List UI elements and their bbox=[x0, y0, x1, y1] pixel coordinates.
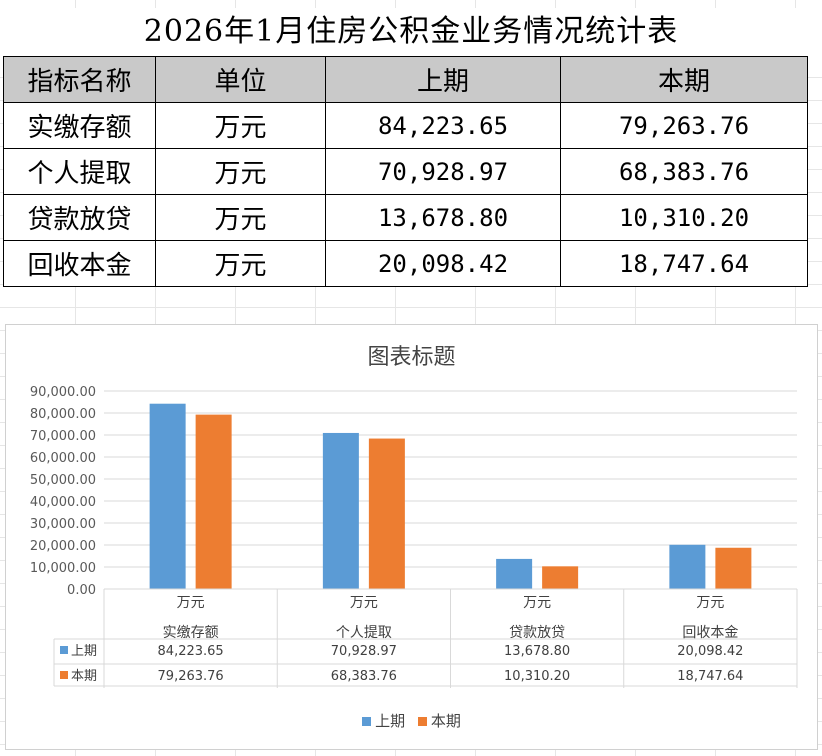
row-prev-value[interactable]: 13,678.80 bbox=[325, 194, 561, 241]
row-name[interactable]: 个人提取 bbox=[3, 148, 156, 195]
row-unit[interactable]: 万元 bbox=[155, 240, 326, 287]
y-tick-label: 50,000.00 bbox=[30, 473, 96, 488]
category-unit-label: 万元 bbox=[177, 595, 205, 611]
table-row: 回收本金 万元 20,098.42 18,747.64 bbox=[3, 240, 808, 287]
table-header-row: 指标名称 单位 上期 本期 bbox=[3, 56, 808, 103]
row-prev-value[interactable]: 84,223.65 bbox=[325, 102, 561, 149]
y-tick-label: 60,000.00 bbox=[30, 451, 96, 466]
row-curr-value[interactable]: 68,383.76 bbox=[560, 148, 808, 195]
y-tick-label: 40,000.00 bbox=[30, 495, 96, 510]
category-unit-label: 万元 bbox=[523, 595, 551, 611]
row-curr-value[interactable]: 10,310.20 bbox=[560, 194, 808, 241]
bar-curr bbox=[368, 438, 405, 589]
row-name[interactable]: 实缴存额 bbox=[3, 102, 156, 149]
row-unit[interactable]: 万元 bbox=[155, 102, 326, 149]
legend-label-prev: 上期 bbox=[375, 712, 406, 730]
table-data-label: 84,223.65 bbox=[158, 644, 224, 659]
table-data-label: 79,263.76 bbox=[158, 669, 224, 684]
y-tick-label: 20,000.00 bbox=[30, 539, 96, 554]
legend-swatch-prev bbox=[362, 717, 372, 726]
table-series-name: 上期 bbox=[71, 644, 97, 659]
table-data-label: 20,098.42 bbox=[677, 644, 743, 659]
chart-container[interactable]: 图表标题 0.00 10,000.00 20,000.00 30,000.00 40,0… bbox=[5, 324, 818, 750]
legend-item-prev[interactable]: 上期 bbox=[362, 710, 405, 731]
row-prev-value[interactable]: 20,098.42 bbox=[325, 240, 561, 287]
bar-curr bbox=[195, 414, 232, 589]
header-prev-period[interactable]: 上期 bbox=[325, 56, 561, 103]
category-unit-label: 万元 bbox=[696, 595, 724, 611]
row-name[interactable]: 回收本金 bbox=[3, 240, 156, 287]
table-row: 贷款放贷 万元 13,678.80 10,310.20 bbox=[3, 194, 808, 241]
row-prev-value[interactable]: 70,928.97 bbox=[325, 148, 561, 195]
y-tick-label: 30,000.00 bbox=[30, 517, 96, 532]
table-legend-key bbox=[60, 671, 68, 679]
table-data-label: 18,747.64 bbox=[677, 669, 743, 684]
header-curr-period[interactable]: 本期 bbox=[560, 56, 808, 103]
category-label: 贷款放贷 bbox=[509, 625, 565, 641]
y-tick-label: 10,000.00 bbox=[30, 561, 96, 576]
table-row: 实缴存额 万元 84,223.65 79,263.76 bbox=[3, 102, 808, 149]
y-tick-label: 0.00 bbox=[67, 583, 96, 598]
table-data-label: 68,383.76 bbox=[331, 669, 397, 684]
bar-curr bbox=[542, 566, 579, 589]
bar-curr bbox=[715, 547, 752, 589]
y-tick-label: 80,000.00 bbox=[30, 407, 96, 422]
bar-chart: 0.00 10,000.00 20,000.00 30,000.00 40,000.00… bbox=[30, 385, 798, 688]
y-tick-label: 90,000.00 bbox=[30, 385, 96, 400]
table-data-label: 70,928.97 bbox=[331, 644, 397, 659]
category-unit-label: 万元 bbox=[350, 595, 378, 611]
row-curr-value[interactable]: 79,263.76 bbox=[560, 102, 808, 149]
chart-title[interactable]: 图表标题 bbox=[367, 345, 456, 370]
row-unit[interactable]: 万元 bbox=[155, 148, 326, 195]
row-unit[interactable]: 万元 bbox=[155, 194, 326, 241]
category-label: 个人提取 bbox=[336, 625, 392, 641]
table-data-label: 10,310.20 bbox=[504, 669, 570, 684]
bar-prev bbox=[149, 403, 186, 589]
bar-prev bbox=[669, 544, 706, 589]
chart-legend[interactable]: 上期 本期 bbox=[6, 710, 817, 731]
legend-label-curr: 本期 bbox=[430, 712, 461, 730]
header-unit[interactable]: 单位 bbox=[155, 56, 326, 103]
legend-item-curr[interactable]: 本期 bbox=[417, 710, 461, 731]
table-data-label: 13,678.80 bbox=[504, 644, 570, 659]
table-series-name: 本期 bbox=[71, 669, 97, 684]
bar-prev bbox=[496, 558, 533, 589]
header-indicator[interactable]: 指标名称 bbox=[3, 56, 156, 103]
category-label: 回收本金 bbox=[682, 625, 738, 641]
table-row: 个人提取 万元 70,928.97 68,383.76 bbox=[3, 148, 808, 195]
y-tick-label: 70,000.00 bbox=[30, 429, 96, 444]
row-curr-value[interactable]: 18,747.64 bbox=[560, 240, 808, 287]
bar-prev bbox=[322, 432, 359, 589]
stats-table: 指标名称 单位 上期 本期 实缴存额 万元 84,223.65 79,263.7… bbox=[3, 56, 808, 287]
row-name[interactable]: 贷款放贷 bbox=[3, 194, 156, 241]
category-label: 实缴存额 bbox=[163, 625, 219, 641]
legend-swatch-curr bbox=[417, 717, 427, 726]
table-legend-key bbox=[60, 646, 68, 654]
page-title: 2026年1月住房公积金业务情况统计表 bbox=[0, 8, 822, 56]
